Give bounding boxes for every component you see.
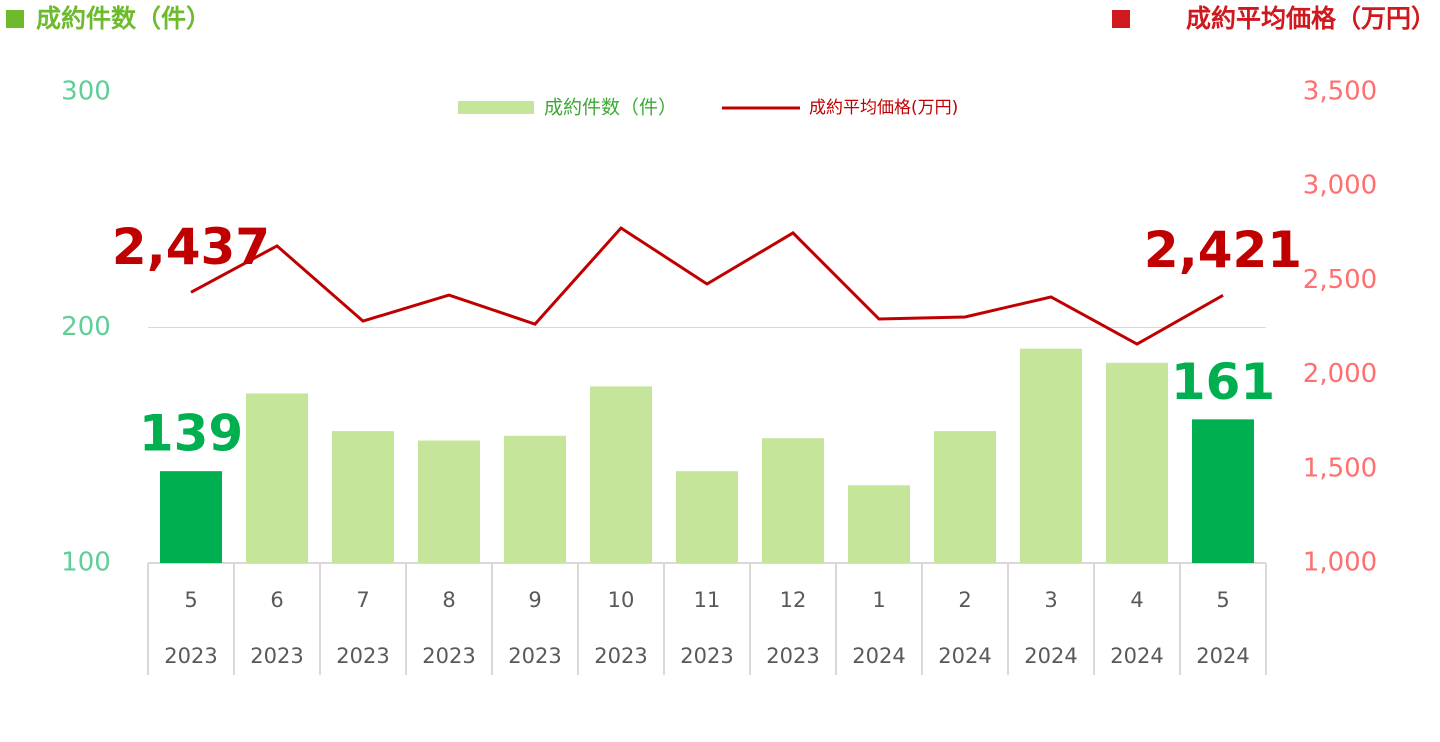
y2-tick-label: 1,500 <box>1303 453 1377 483</box>
x-tick-label: 3 <box>1044 588 1057 612</box>
legend-swatch <box>458 101 534 114</box>
x-year-label: 2023 <box>766 644 819 668</box>
bar <box>934 431 996 563</box>
x-year-label: 2024 <box>1110 644 1163 668</box>
bar <box>160 471 222 563</box>
x-year-label: 2023 <box>594 644 647 668</box>
bar <box>504 435 566 563</box>
bar <box>848 485 910 563</box>
right-title: 成約平均価格（万円） <box>1186 4 1436 33</box>
bar <box>246 393 308 563</box>
bar <box>762 438 824 563</box>
x-year-label: 2023 <box>680 644 733 668</box>
y2-tick-label: 3,000 <box>1303 171 1377 201</box>
bar-value-label: 161 <box>1171 353 1275 411</box>
bar-value-label: 139 <box>139 405 243 463</box>
y-tick-label: 100 <box>61 548 111 578</box>
x-tick-label: 2 <box>958 588 971 612</box>
line-value-label: 2,437 <box>112 218 270 276</box>
y2-tick-label: 1,000 <box>1303 548 1377 578</box>
y2-tick-label: 2,500 <box>1303 265 1377 295</box>
y-tick-label: 200 <box>61 312 111 342</box>
y2-tick-label: 2,000 <box>1303 359 1377 389</box>
line <box>190 226 1224 346</box>
bar <box>590 386 652 563</box>
x-tick-label: 8 <box>442 588 455 612</box>
bar <box>418 440 480 563</box>
x-tick-label: 6 <box>270 588 283 612</box>
y2-tick-label: 3,500 <box>1303 77 1377 107</box>
x-year-label: 2023 <box>336 644 389 668</box>
line-value-label: 2,421 <box>1144 221 1302 279</box>
x-tick-label: 7 <box>356 588 369 612</box>
x-tick-label: 10 <box>608 588 635 612</box>
left-title: 成約件数（件） <box>36 4 211 33</box>
legend-label: 成約平均価格(万円) <box>809 98 958 118</box>
x-year-label: 2024 <box>1196 644 1249 668</box>
legend-label: 成約件数（件） <box>544 97 677 119</box>
x-year-label: 2023 <box>508 644 561 668</box>
legend-square <box>1112 10 1130 28</box>
x-tick-label: 1 <box>872 588 885 612</box>
x-year-label: 2023 <box>422 644 475 668</box>
x-year-label: 2024 <box>1024 644 1077 668</box>
bar <box>676 471 738 563</box>
x-tick-label: 9 <box>528 588 541 612</box>
x-year-label: 2024 <box>938 644 991 668</box>
y-tick-label: 300 <box>61 77 111 107</box>
bar <box>332 431 394 563</box>
x-year-label: 2023 <box>164 644 217 668</box>
x-year-label: 2024 <box>852 644 905 668</box>
x-tick-label: 11 <box>694 588 721 612</box>
bar <box>1192 419 1254 563</box>
x-tick-label: 5 <box>1216 588 1229 612</box>
bar <box>1020 348 1082 563</box>
x-year-label: 2023 <box>250 644 303 668</box>
legend-square <box>6 10 24 28</box>
bar <box>1106 362 1168 563</box>
x-tick-label: 5 <box>184 588 197 612</box>
x-tick-label: 12 <box>780 588 807 612</box>
x-tick-label: 4 <box>1130 588 1143 612</box>
